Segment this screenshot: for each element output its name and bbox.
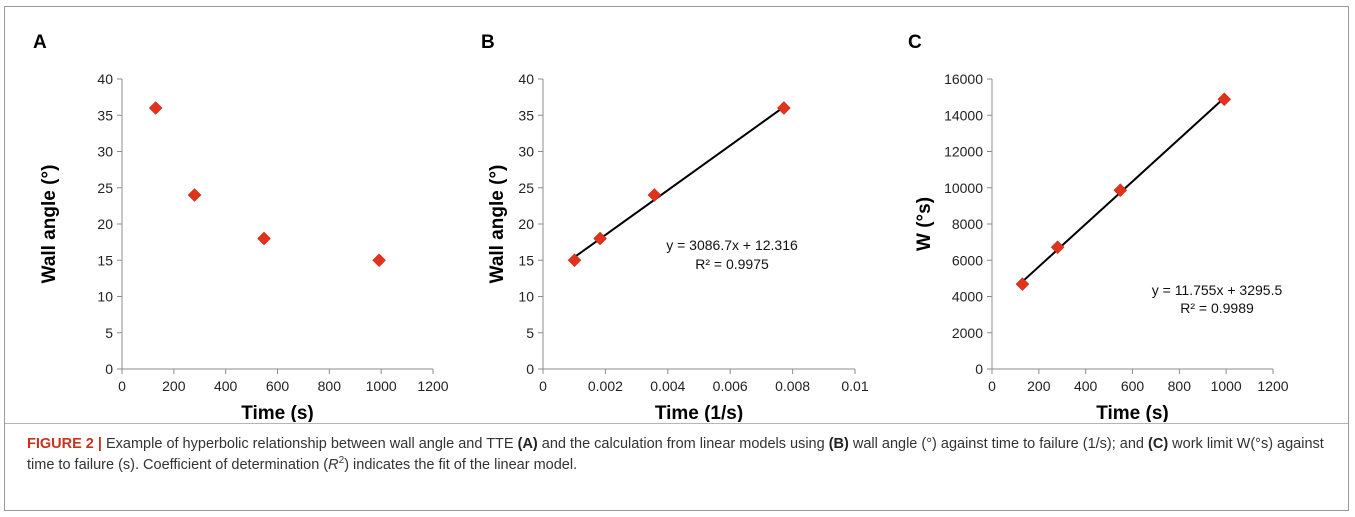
panel-letter: C (908, 32, 922, 53)
trendline-equation: y = 3086.7x + 12.316 (666, 237, 798, 253)
caption-part: ) indicates the fit of the linear model. (344, 457, 578, 473)
y-tick-label: 30 (97, 144, 113, 160)
panel-b: B 0 5 10 15 20 25 30 35 40 0 0.002 0.004 0.006 0.008 0.… (481, 32, 869, 422)
y-axis-label: Wall angle (°) (487, 165, 508, 284)
caption-part: Example of hyperbolic relationship betwe… (101, 436, 518, 452)
caption-part: wall angle (°) against time to failure (… (848, 436, 1149, 452)
y-tick-label: 20 (97, 216, 113, 232)
data-point (1113, 183, 1128, 198)
x-tick-label: 600 (266, 378, 290, 394)
y-axis-label: Wall angle (°) (39, 165, 60, 284)
caption-part: 2 (338, 455, 345, 467)
x-tick-label: 400 (1074, 378, 1098, 394)
x-tick-label: 0 (539, 378, 547, 394)
y-tick-label: 14000 (944, 107, 983, 123)
data-point (647, 188, 662, 202)
x-tick-label: 1200 (417, 378, 448, 394)
y-tick-label: 16000 (944, 71, 983, 87)
x-axis-label: Time (s) (1096, 403, 1169, 422)
panel-letter: A (33, 32, 47, 53)
x-tick-label: 0.002 (588, 378, 623, 394)
caption-part: and the calculation from linear models u… (537, 436, 829, 452)
x-tick-label: 200 (1027, 378, 1051, 394)
y-tick-label: 20 (518, 216, 534, 232)
caption-body: Example of hyperbolic relationship betwe… (27, 436, 1324, 473)
caption-part: (C) (1148, 436, 1169, 452)
x-tick-label: 600 (1121, 378, 1145, 394)
data-point (1015, 277, 1030, 292)
y-tick-label: 40 (518, 71, 534, 87)
y-tick-label: 25 (518, 180, 534, 196)
y-tick-label: 5 (105, 325, 113, 341)
y-tick-label: 4000 (952, 289, 983, 305)
x-axis-label: Time (s) (241, 403, 314, 422)
y-tick-label: 25 (97, 180, 113, 196)
y-tick-label: 5 (526, 325, 534, 341)
caption-part: (A) (517, 436, 538, 452)
x-tick-label: 1200 (1257, 378, 1288, 394)
y-tick-label: 40 (97, 71, 113, 87)
data-point (187, 188, 202, 202)
data-point (148, 101, 163, 115)
x-tick-label: 0 (988, 378, 996, 394)
caption-part: R (328, 457, 339, 473)
x-tick-label: 0.01 (841, 378, 868, 394)
y-tick-label: 35 (97, 107, 113, 123)
x-tick-label: 0.004 (650, 378, 685, 394)
figure-caption: FIGURE 2 | Example of hyperbolic relatio… (27, 434, 1332, 476)
x-tick-label: 0.006 (713, 378, 748, 394)
x-tick-label: 400 (214, 378, 238, 394)
data-point (1050, 240, 1065, 255)
x-tick-label: 200 (162, 378, 186, 394)
data-point (372, 253, 386, 268)
caption-divider (5, 423, 1348, 424)
x-tick-label: 1000 (1211, 378, 1242, 394)
y-tick-label: 10 (518, 289, 534, 305)
y-tick-label: 15 (518, 252, 534, 268)
caption-figure-number: FIGURE 2 | (27, 436, 102, 452)
y-tick-label: 30 (518, 144, 534, 160)
x-tick-label: 0.008 (775, 378, 810, 394)
panel-c: C 0 2000 4000 6000 8000 10000 12000 14000 16000 0 2… (908, 32, 1289, 422)
trendline-equation: y = 11.755x + 3295.5 (1152, 282, 1283, 298)
y-axis-label: W (°s) (914, 197, 935, 251)
figure-frame: A 0 5 10 15 20 25 30 35 40 0 200 400 600 800 1000 1200 Ti… (4, 6, 1349, 511)
data-point (593, 231, 607, 246)
data-point (257, 231, 271, 246)
y-tick-label: 0 (105, 361, 113, 377)
x-tick-label: 800 (1168, 378, 1192, 394)
y-tick-label: 0 (975, 361, 983, 377)
y-tick-label: 8000 (952, 216, 983, 232)
y-tick-label: 15 (97, 252, 113, 268)
r-squared-label: R² = 0.9989 (1180, 300, 1254, 316)
y-tick-label: 10 (97, 289, 113, 305)
panel-letter: B (481, 32, 495, 53)
trendline (573, 106, 785, 258)
x-tick-label: 800 (318, 378, 342, 394)
y-tick-label: 0 (526, 361, 534, 377)
data-point (1217, 92, 1232, 107)
caption-part: (B) (828, 436, 849, 452)
y-tick-label: 10000 (944, 180, 983, 196)
y-tick-label: 2000 (952, 325, 983, 341)
y-tick-label: 12000 (944, 144, 983, 160)
x-tick-label: 1000 (366, 378, 397, 394)
data-point (567, 253, 582, 268)
r-squared-label: R² = 0.9975 (695, 256, 769, 272)
data-point (777, 101, 791, 115)
y-tick-label: 35 (518, 107, 534, 123)
x-axis-label: Time (1/s) (655, 403, 743, 422)
caption-part: work limit W(°s) against time to failure… (27, 436, 1324, 473)
y-tick-label: 6000 (952, 252, 983, 268)
x-tick-label: 0 (118, 378, 126, 394)
